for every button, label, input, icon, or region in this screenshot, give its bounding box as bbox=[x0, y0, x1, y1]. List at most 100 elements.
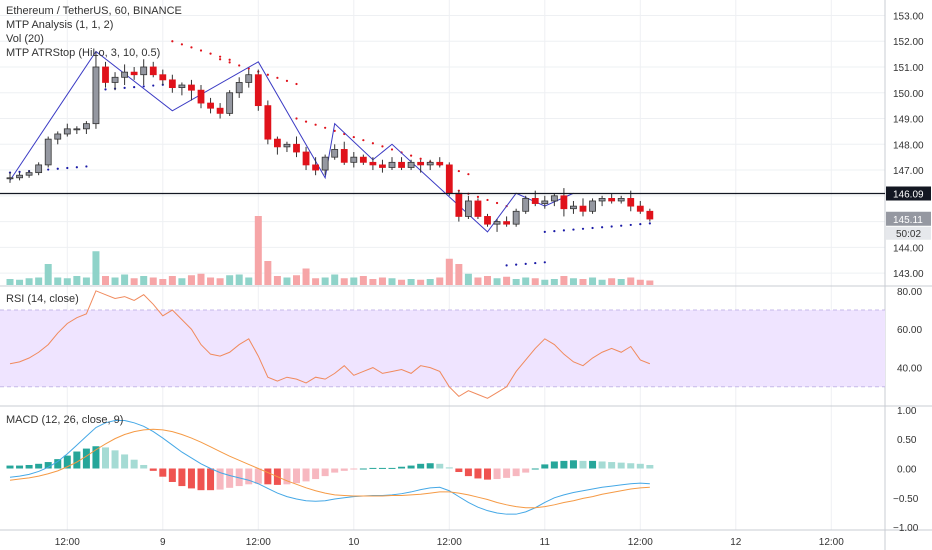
candle[interactable] bbox=[608, 197, 616, 202]
candle[interactable] bbox=[283, 143, 291, 148]
volume-bar bbox=[312, 278, 320, 285]
candle[interactable] bbox=[464, 200, 472, 217]
candle[interactable] bbox=[312, 164, 320, 171]
macd-histogram-bar bbox=[560, 460, 568, 469]
candle[interactable] bbox=[197, 89, 205, 104]
candle[interactable] bbox=[512, 210, 520, 225]
candle[interactable] bbox=[589, 200, 596, 212]
candle[interactable] bbox=[54, 133, 62, 140]
last-price-label: 145.11 bbox=[893, 215, 923, 226]
candle[interactable] bbox=[235, 82, 243, 94]
candle[interactable] bbox=[25, 172, 33, 176]
macd-title[interactable]: MACD (12, 26, close, 9) bbox=[6, 414, 124, 426]
candle[interactable] bbox=[550, 195, 558, 202]
macd-histogram-bar bbox=[445, 467, 453, 469]
volume-bar bbox=[388, 278, 396, 285]
candle[interactable] bbox=[474, 200, 482, 217]
candle[interactable] bbox=[321, 156, 329, 171]
candle[interactable] bbox=[522, 197, 530, 212]
candle[interactable] bbox=[44, 138, 52, 166]
candle[interactable] bbox=[369, 161, 377, 166]
candle[interactable] bbox=[379, 164, 386, 168]
volume-bar bbox=[6, 279, 14, 285]
candle[interactable] bbox=[16, 174, 23, 179]
atr-stop-dot bbox=[572, 228, 575, 231]
candle[interactable] bbox=[570, 205, 577, 210]
indicator-atrstop[interactable]: MTP ATRStop (HiLo, 3, 10, 0.5) bbox=[6, 47, 161, 59]
candle[interactable] bbox=[178, 84, 186, 89]
candle[interactable] bbox=[140, 66, 148, 76]
candle[interactable] bbox=[92, 66, 100, 125]
candle[interactable] bbox=[6, 177, 14, 180]
candle[interactable] bbox=[111, 76, 119, 83]
candle[interactable] bbox=[646, 210, 654, 220]
candle[interactable] bbox=[273, 138, 281, 148]
candle[interactable] bbox=[388, 161, 396, 168]
candle[interactable] bbox=[350, 156, 358, 163]
volume-bar bbox=[82, 277, 90, 285]
candle[interactable] bbox=[226, 92, 234, 114]
macd-histogram-bar bbox=[426, 463, 434, 469]
candle[interactable] bbox=[264, 105, 272, 140]
candle[interactable] bbox=[436, 161, 444, 166]
candle[interactable] bbox=[426, 161, 434, 166]
candle[interactable] bbox=[627, 197, 635, 207]
candle[interactable] bbox=[302, 151, 310, 166]
candle[interactable] bbox=[207, 102, 214, 109]
candle[interactable] bbox=[579, 205, 587, 212]
candle[interactable] bbox=[63, 128, 71, 135]
candle[interactable] bbox=[102, 66, 109, 83]
rsi-title[interactable]: RSI (14, close) bbox=[6, 293, 79, 305]
candle[interactable] bbox=[636, 205, 644, 212]
candle[interactable] bbox=[168, 79, 176, 89]
candle[interactable] bbox=[560, 195, 568, 210]
price-legend: Ethereum / TetherUS, 60, BINANCE MTP Ana… bbox=[6, 4, 182, 60]
candle[interactable] bbox=[455, 192, 463, 217]
volume-bar bbox=[235, 274, 243, 285]
candle[interactable] bbox=[398, 161, 405, 168]
candle[interactable] bbox=[407, 161, 415, 168]
candle[interactable] bbox=[159, 74, 167, 81]
symbol-title[interactable]: Ethereum / TetherUS, 60, BINANCE bbox=[6, 5, 182, 17]
candle[interactable] bbox=[445, 164, 453, 194]
candle[interactable] bbox=[245, 74, 253, 83]
candle[interactable] bbox=[83, 123, 90, 130]
candle[interactable] bbox=[73, 128, 81, 131]
candle[interactable] bbox=[617, 197, 625, 202]
volume-bar bbox=[589, 277, 597, 285]
atr-stop-dot bbox=[47, 168, 50, 171]
candle[interactable] bbox=[484, 216, 491, 225]
rsi-band bbox=[0, 310, 885, 387]
candle[interactable] bbox=[216, 107, 224, 114]
macd-legend: MACD (12, 26, close, 9) bbox=[6, 413, 123, 427]
atr-stop-dot bbox=[524, 262, 527, 265]
macd-line bbox=[9, 419, 650, 515]
candle[interactable] bbox=[293, 143, 300, 153]
candle[interactable] bbox=[130, 71, 138, 76]
candle[interactable] bbox=[121, 71, 128, 78]
candle[interactable] bbox=[149, 66, 157, 76]
macd-histogram-bar bbox=[350, 468, 358, 470]
candle[interactable] bbox=[598, 197, 606, 202]
volume-bar bbox=[73, 276, 81, 285]
atr-stop-dot bbox=[381, 145, 384, 148]
candle[interactable] bbox=[331, 149, 339, 158]
candle[interactable] bbox=[541, 200, 549, 204]
candle[interactable] bbox=[417, 161, 425, 166]
macd-histogram-bar bbox=[6, 465, 14, 469]
candle[interactable] bbox=[531, 197, 539, 204]
indicator-mtp-analysis[interactable]: MTP Analysis (1, 1, 2) bbox=[6, 19, 114, 31]
candle[interactable] bbox=[493, 221, 501, 225]
candle[interactable] bbox=[254, 74, 262, 107]
candle[interactable] bbox=[340, 149, 348, 163]
candle[interactable] bbox=[359, 156, 367, 163]
atr-stop-dot bbox=[581, 227, 585, 230]
indicator-volume[interactable]: Vol (20) bbox=[6, 33, 44, 45]
candle[interactable] bbox=[503, 221, 511, 225]
volume-bar bbox=[111, 277, 119, 285]
candle[interactable] bbox=[35, 164, 43, 174]
candle[interactable] bbox=[188, 84, 195, 91]
volume-bar bbox=[369, 279, 377, 285]
macd-histogram-bar bbox=[617, 462, 625, 469]
